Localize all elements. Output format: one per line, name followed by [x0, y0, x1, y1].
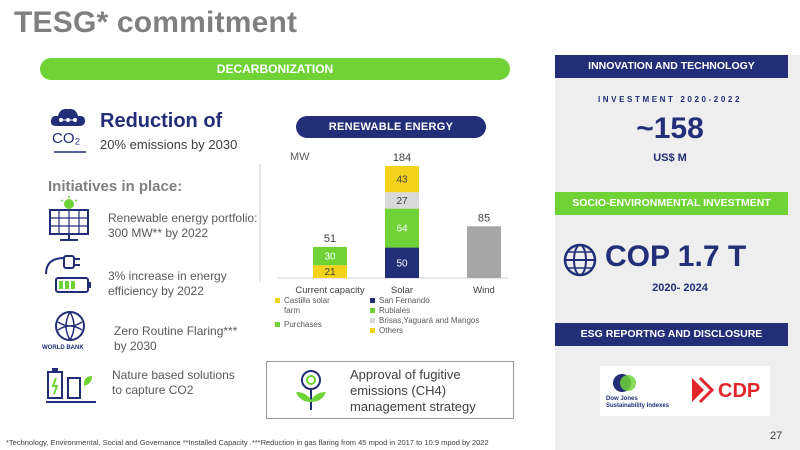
- investment-value: ~158: [636, 112, 704, 145]
- esg-header: ESG REPORTNG AND DISCLOSURE: [555, 323, 788, 346]
- djsi-label: Dow Jones Sustainability Indexes: [606, 396, 669, 410]
- renewable-energy-pill: RENEWABLE ENERGY: [296, 116, 486, 138]
- bar-segment: [467, 226, 501, 278]
- djsi-line-2: Sustainability Indexes: [606, 403, 670, 409]
- renewable-energy-chart: 21 30 51 Current capacity 50 64 27 43 184 Solar 85…: [259, 152, 508, 296]
- legend-item: San Fernando: [370, 296, 510, 306]
- innovation-header: INNOVATION AND TECHNOLOGY: [555, 55, 788, 78]
- legend-item: Castilla solar farm: [275, 296, 355, 316]
- bar-segment: [385, 166, 419, 193]
- cop-value: COP 1.7 T: [605, 240, 747, 273]
- category-label: Solar: [391, 285, 413, 296]
- approval-line-3: management strategy: [350, 399, 476, 414]
- segment-label: 21: [324, 267, 336, 278]
- initiative-2-line-1: 3% increase in energy: [108, 269, 227, 283]
- initiative-1-line-1: Renewable energy portfolio:: [108, 211, 258, 225]
- co2-label: CO₂: [52, 130, 81, 147]
- plant-target-icon: [296, 370, 326, 410]
- investment-label: INVESTMENT 2020-2022: [597, 95, 743, 104]
- bar-total-label: 51: [324, 233, 336, 245]
- co2-cloud-icon: [50, 108, 86, 153]
- initiatives-title: Initiatives in place:: [48, 178, 183, 195]
- initiative-3-line-2: by 2030: [114, 339, 157, 353]
- bar-segment: [385, 192, 419, 209]
- logos-box: [600, 366, 770, 416]
- bar-total-label: 85: [478, 212, 490, 224]
- world-bank-logo: [55, 311, 85, 341]
- decarbonization-header: DECARBONIZATION: [40, 58, 510, 80]
- initiative-3-line-1: Zero Routine Flaring***: [114, 324, 238, 338]
- initiative-4-line-2: to capture CO2: [112, 383, 194, 397]
- legend-item: Others: [370, 326, 510, 336]
- cdp-label: CDP: [718, 380, 761, 402]
- bar-segment: [385, 208, 419, 248]
- investment-unit: US$ M: [653, 152, 687, 164]
- category-label: Current capacity: [295, 285, 364, 296]
- djsi-line-1: Dow Jones: [606, 396, 638, 402]
- segment-label: 30: [324, 252, 336, 263]
- initiative-4-line-1: Nature based solutions: [112, 368, 235, 382]
- solar-panel-icon: [49, 196, 89, 241]
- approval-line-2: emissions (CH4): [350, 383, 447, 398]
- cdp-logo-icon: [692, 376, 715, 404]
- bar-total-label: 184: [393, 152, 411, 164]
- bar-segment: [385, 247, 419, 278]
- bar-segment: [313, 265, 347, 278]
- cop-years: 2020- 2024: [652, 282, 708, 294]
- approval-text: Approval of fugitive emissions (CH4) man…: [350, 367, 510, 415]
- category-label: Wind: [473, 285, 495, 296]
- page-number: 27: [770, 430, 783, 442]
- page-title: TESG* commitment: [14, 6, 298, 39]
- socio-environmental-header: SOCIO-ENVIRONMENTAL INVESTMENT: [555, 192, 788, 215]
- legend-item: Purchases: [275, 320, 355, 330]
- segment-label: 64: [396, 224, 408, 235]
- approval-line-1: Approval of fugitive: [350, 367, 461, 382]
- globe-icon: [563, 243, 597, 277]
- footnote: *Technology, Environmental, Social and G…: [6, 438, 489, 447]
- legend-right: San Fernando Rubiales Brisas,Yaguará and…: [370, 296, 510, 336]
- segment-label: 50: [396, 258, 408, 269]
- bar-segment: [313, 246, 347, 266]
- segment-label: 43: [396, 175, 408, 186]
- reduction-subtitle: 20% emissions by 2030: [100, 137, 238, 152]
- approval-box: [266, 361, 514, 419]
- initiative-2-line-2: efficiency by 2022: [108, 284, 204, 298]
- reduction-title: Reduction of: [100, 110, 223, 132]
- plug-battery-icon: [45, 255, 91, 293]
- legend-item: Rubiales: [370, 306, 510, 316]
- djsi-logo-icon: [613, 374, 636, 392]
- legend-item: Brisas,Yaguará and Mangos: [370, 316, 510, 326]
- legend-left: Castilla solar farm Purchases: [275, 296, 355, 330]
- segment-label: 27: [396, 196, 408, 207]
- unit-label: MW: [290, 151, 310, 163]
- world-bank-label: WORLD BANK: [42, 345, 84, 351]
- initiative-1-line-2: 300 MW** by 2022: [108, 226, 209, 240]
- battery-plant-icon: [46, 368, 96, 403]
